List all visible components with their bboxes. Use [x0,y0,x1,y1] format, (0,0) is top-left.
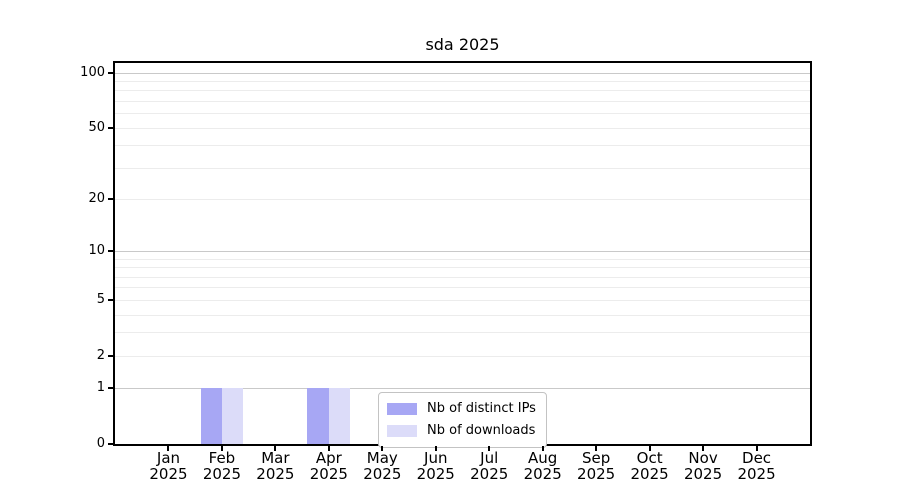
gridline-major [115,388,810,389]
gridline-minor [115,199,810,200]
y-tick-label: 100 [80,64,105,80]
y-tick-mark [108,198,113,201]
x-tick-mark [167,446,170,451]
y-tick-label: 0 [96,436,105,451]
gridline-minor [115,145,810,146]
x-tick-mark [327,446,330,451]
x-tick-mark [541,446,544,451]
x-tick-label: May 2025 [350,450,414,482]
y-tick-label: 10 [88,243,105,259]
x-tick-year: 2025 [630,465,669,483]
x-tick-label: Jul 2025 [457,450,521,482]
x-tick-mark [434,446,437,451]
gridline-minor [115,259,810,260]
x-tick-label: Jan 2025 [136,450,200,482]
x-tick-mark [595,446,598,451]
x-tick-month: Dec [742,449,772,467]
x-tick-month: Jan [156,449,181,467]
x-tick-label: Dec 2025 [725,450,789,482]
gridline-major [115,251,810,252]
x-tick-month: Jun [424,449,448,467]
gridline-minor [115,113,810,114]
gridline-minor [115,101,810,102]
x-tick-label: Feb 2025 [190,450,254,482]
y-tick-mark [108,443,113,445]
x-tick-year: 2025 [149,465,188,483]
gridline-minor [115,90,810,91]
x-tick-label: Sep 2025 [564,450,628,482]
legend-item-distinct-ips: Nb of distinct IPs [387,398,536,419]
chart-title: sda 2025 [425,35,500,54]
y-tick-mark [108,354,113,357]
x-tick-mark [274,446,277,451]
y-tick-label: 5 [96,291,105,307]
gridline-minor [115,267,810,268]
y-tick-mark [108,71,113,74]
x-tick-mark [488,446,491,451]
gridline-major [115,73,810,74]
gridline-minor [115,81,810,82]
y-tick-mark [108,387,113,390]
gridline-minor [115,356,810,357]
x-tick-month: Feb [208,449,236,467]
gridline-minor [115,128,810,129]
x-tick-month: Apr [315,449,342,467]
x-tick-month: Jul [480,449,499,467]
x-tick-year: 2025 [416,465,455,483]
y-tick-mark [108,298,113,301]
x-tick-label: Apr 2025 [297,450,361,482]
gridline-minor [115,300,810,301]
x-tick-month: Sep [582,449,611,467]
bar-nb-of-distinct-ips [200,388,222,444]
legend-label-distinct-ips: Nb of distinct IPs [427,401,536,416]
x-tick-month: Aug [528,449,558,467]
x-tick-year: 2025 [737,465,776,483]
y-tick-label: 1 [96,380,105,396]
x-tick-year: 2025 [256,465,295,483]
y-tick-mark [108,126,113,129]
x-tick-label: Mar 2025 [243,450,307,482]
x-tick-mark [648,446,651,451]
legend: Nb of distinct IPs Nb of downloads [378,392,547,448]
x-tick-year: 2025 [523,465,562,483]
x-tick-label: Nov 2025 [671,450,735,482]
x-tick-year: 2025 [577,465,616,483]
x-tick-year: 2025 [309,465,348,483]
x-tick-year: 2025 [470,465,509,483]
x-tick-year: 2025 [363,465,402,483]
bar-nb-of-distinct-ips [307,388,329,444]
x-tick-month: Mar [261,449,290,467]
x-tick-month: Nov [688,449,718,467]
x-tick-label: Aug 2025 [511,450,575,482]
x-tick-mark [755,446,758,451]
gridline-minor [115,315,810,316]
x-tick-year: 2025 [202,465,242,483]
bar-nb-of-downloads [328,388,351,444]
x-tick-mark [702,446,705,451]
bar-nb-of-downloads [221,388,244,444]
gridline-minor [115,332,810,333]
legend-item-downloads: Nb of downloads [387,420,536,441]
x-tick-month: May [366,449,398,467]
legend-swatch-downloads [387,424,417,437]
gridline-minor [115,168,810,169]
x-tick-label: Jun 2025 [404,450,468,482]
x-tick-mark [220,446,223,451]
gridline-minor [115,277,810,278]
legend-swatch-distinct-ips [387,402,417,415]
y-tick-label: 50 [88,119,105,135]
x-tick-month: Oct [636,449,663,467]
legend-label-downloads: Nb of downloads [427,423,536,438]
x-tick-year: 2025 [683,465,723,483]
x-tick-label: Oct 2025 [618,450,682,482]
y-tick-label: 2 [96,347,105,363]
y-tick-mark [108,250,113,253]
x-tick-mark [381,446,384,451]
y-tick-label: 20 [88,191,105,207]
gridline-minor [115,287,810,288]
plot-area: Nb of distinct IPs Nb of downloads [108,61,812,451]
